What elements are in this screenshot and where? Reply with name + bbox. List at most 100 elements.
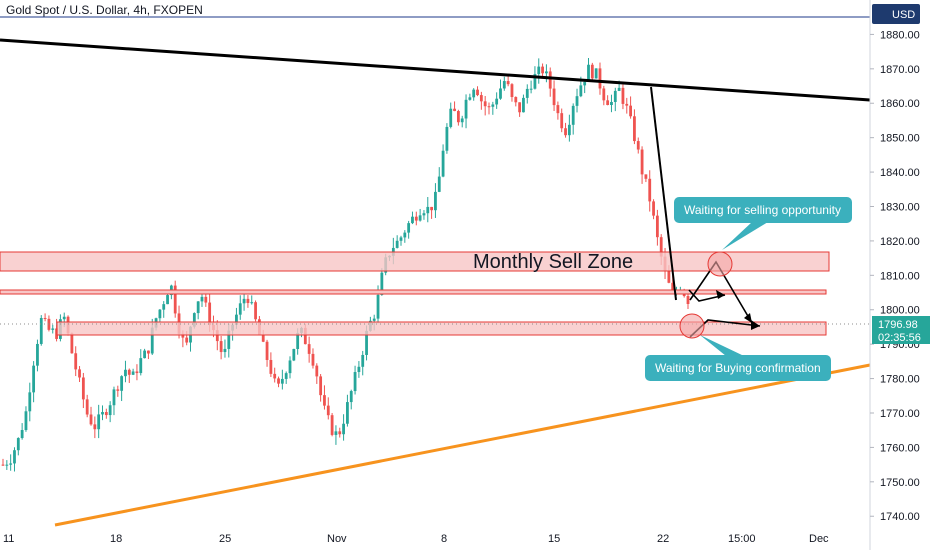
- candle-up: [567, 124, 571, 136]
- candle-down: [510, 84, 514, 98]
- candle-down: [246, 298, 250, 304]
- mid-zone: [0, 289, 827, 295]
- buy-callout[interactable]: Waiting for Buying confirmation: [645, 335, 831, 381]
- candle-up: [545, 71, 548, 74]
- candle-up: [158, 309, 162, 319]
- candle-up: [472, 89, 476, 98]
- candle-up: [537, 66, 541, 75]
- candle-down: [487, 106, 491, 108]
- candle-down: [598, 68, 602, 89]
- candle-up: [418, 215, 422, 221]
- candle-up: [502, 81, 506, 89]
- candle-up: [376, 294, 380, 319]
- resistance-trendline[interactable]: [0, 38, 871, 102]
- x-tick-label: 11: [3, 533, 14, 545]
- currency-badge[interactable]: USD: [872, 4, 920, 24]
- y-tick-label: 1830.00: [880, 201, 920, 213]
- y-tick-label: 1820.00: [880, 236, 920, 248]
- sell-callout[interactable]: Waiting for selling opportunity: [674, 197, 852, 250]
- candle-up: [587, 64, 590, 82]
- candle-down: [330, 415, 334, 435]
- candle-up: [426, 206, 430, 214]
- candle-up: [522, 97, 525, 113]
- candle-up: [120, 376, 124, 391]
- candle-down: [277, 378, 280, 384]
- candle-up: [36, 343, 39, 366]
- candle-down: [78, 369, 81, 378]
- sell-zone-label: Monthly Sell Zone: [473, 251, 633, 273]
- candle-down: [173, 285, 177, 314]
- candle-down: [629, 105, 632, 117]
- candle-up: [108, 405, 112, 416]
- buy-zone: [56, 321, 827, 336]
- candle-up: [399, 237, 403, 241]
- candle-up: [296, 332, 300, 349]
- candle-down: [319, 376, 323, 396]
- candle-up: [357, 366, 361, 373]
- candle-down: [181, 333, 185, 338]
- candle-up: [499, 88, 502, 99]
- candle-up: [5, 464, 9, 466]
- candle-down: [273, 373, 277, 379]
- candle-down: [659, 237, 663, 257]
- candle-down: [541, 66, 544, 74]
- sell-callout-pointer: [722, 222, 768, 250]
- support-trendline[interactable]: [54, 363, 871, 527]
- projection-down-arrowhead: [744, 313, 752, 323]
- buy-callout-text: Waiting for Buying confirmation: [655, 361, 821, 375]
- candle-down: [655, 215, 659, 238]
- candle-up: [380, 272, 384, 295]
- candle-up: [20, 430, 24, 439]
- candle-down: [307, 344, 311, 354]
- candle-up: [238, 303, 242, 315]
- candle-down: [518, 102, 522, 113]
- candle-down: [564, 128, 567, 136]
- candle-up: [445, 126, 449, 151]
- candle-up: [342, 423, 345, 435]
- buy-callout-box: [645, 355, 831, 381]
- y-tick-label: 1750.00: [880, 477, 920, 489]
- y-tick-label: 1870.00: [880, 64, 920, 76]
- x-tick-label: 18: [110, 533, 122, 545]
- candle-down: [640, 149, 644, 175]
- candle-up: [464, 99, 468, 119]
- candle-up: [571, 105, 575, 125]
- candle-up: [460, 118, 464, 123]
- buy-marker-circle[interactable]: [679, 313, 705, 339]
- candle-up: [575, 96, 579, 106]
- candle-up: [529, 88, 533, 90]
- drop-arrow-line[interactable]: [650, 86, 677, 301]
- candle-down: [215, 330, 219, 342]
- candle-up: [361, 354, 365, 367]
- candle-down: [93, 424, 97, 430]
- candle-up: [32, 365, 36, 393]
- time-axis[interactable]: 11 18 25 Nov 8 15 22 15:00 Dec: [3, 533, 829, 545]
- candle-down: [135, 371, 139, 374]
- price-axis[interactable]: 1740.001750.001760.001770.001780.001790.…: [870, 29, 920, 523]
- candle-up: [166, 295, 169, 305]
- candle-up: [139, 358, 143, 374]
- sell-callout-text: Waiting for selling opportunity: [684, 203, 841, 217]
- candle-down: [104, 412, 108, 416]
- candle-down: [147, 350, 150, 354]
- last-price-badge-box: [872, 316, 930, 344]
- candle-down: [43, 317, 47, 319]
- candle-up: [235, 314, 238, 325]
- last-price-text: 1796.98: [878, 319, 918, 331]
- candle-up: [97, 414, 101, 430]
- candle-up: [334, 431, 338, 435]
- candle-down: [636, 141, 640, 150]
- candle-up: [162, 304, 166, 310]
- candle-down: [1, 464, 5, 466]
- projection-up-path[interactable]: [688, 289, 726, 302]
- x-tick-label: 22: [657, 533, 669, 545]
- candle-down: [686, 296, 690, 304]
- candle-up: [525, 88, 529, 98]
- sell-marker-circle[interactable]: [707, 251, 733, 277]
- candle-up: [196, 301, 200, 314]
- candle-down: [311, 353, 315, 366]
- candle-down: [261, 335, 265, 342]
- candle-up: [441, 150, 445, 177]
- chart-title: Gold Spot / U.S. Dollar, 4h, FXOPEN: [6, 3, 203, 17]
